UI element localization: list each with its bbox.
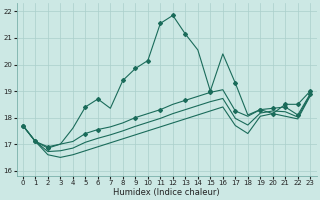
X-axis label: Humidex (Indice chaleur): Humidex (Indice chaleur)	[113, 188, 220, 197]
